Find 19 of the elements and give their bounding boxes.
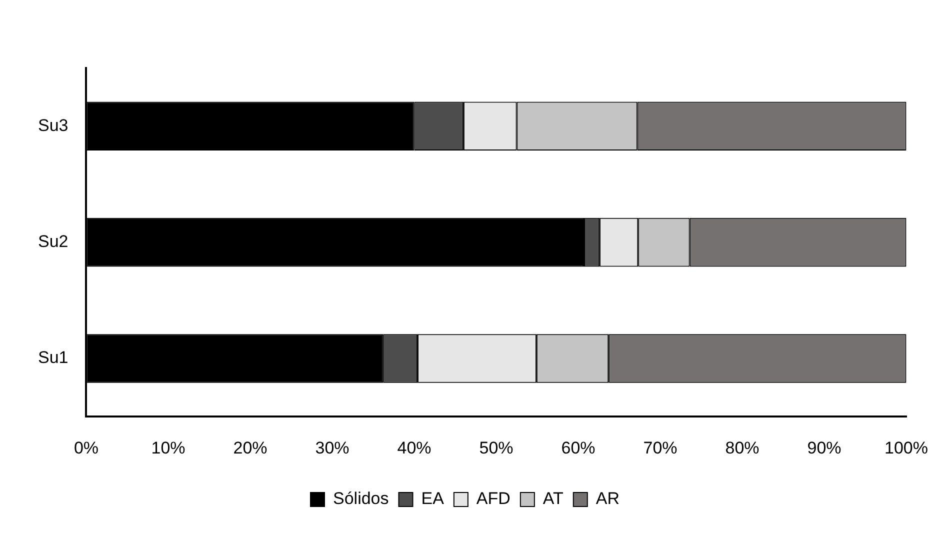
- x-tick-label: 40%: [397, 438, 432, 458]
- y-tick-label: Su2: [38, 232, 68, 251]
- x-tick-label: 60%: [561, 438, 596, 458]
- x-tick-label: 80%: [725, 438, 760, 458]
- y-tick-label: Su1: [38, 348, 68, 368]
- x-tick-label: 50%: [479, 438, 514, 458]
- x-tick-label: 90%: [807, 438, 842, 458]
- legend-label: AFD: [476, 489, 510, 508]
- x-tick-label: 100%: [884, 438, 928, 458]
- x-tick-label: 0%: [74, 438, 99, 458]
- legend-label: AR: [596, 489, 620, 508]
- x-tick-label: 70%: [643, 438, 678, 458]
- legend-label: EA: [421, 489, 445, 508]
- x-tick-label: 30%: [315, 438, 350, 458]
- x-tick-label: 10%: [151, 438, 186, 458]
- legend-label: AT: [542, 489, 564, 508]
- legend-label: Sólidos: [332, 489, 389, 508]
- x-tick-label: 20%: [233, 438, 268, 458]
- y-tick-label: Su3: [38, 116, 68, 135]
